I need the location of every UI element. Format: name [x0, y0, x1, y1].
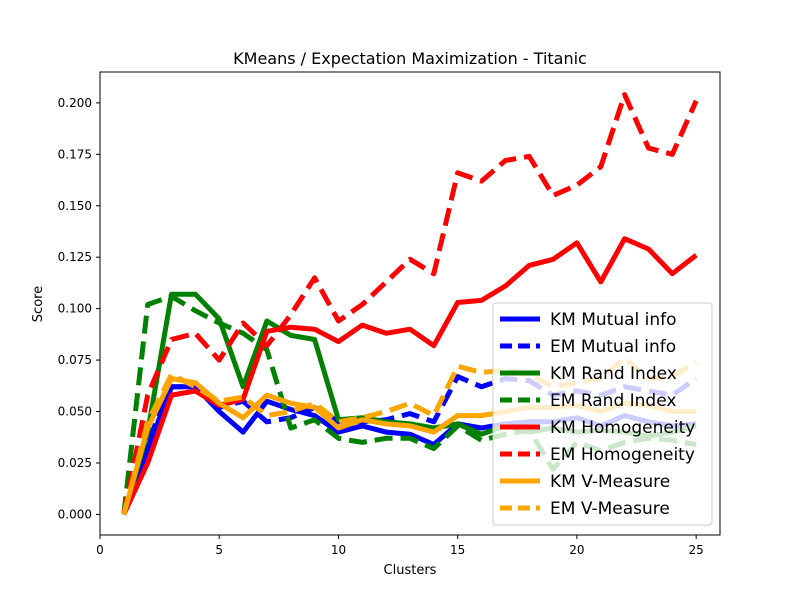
legend-label: EM Mutual info	[550, 337, 676, 357]
series-line-em-homogeneity	[121, 92, 699, 515]
y-tick-label: 0.150	[58, 199, 92, 213]
chart-title: KMeans / Expectation Maximization - Tita…	[233, 49, 587, 68]
y-axis-ticks: 0.000 0.025 0.050 0.075 0.100 0.125 0.150 0.175…	[58, 96, 100, 521]
y-tick-label: 0.025	[58, 456, 92, 470]
legend-box	[492, 302, 713, 526]
x-tick-label: 0	[96, 543, 104, 557]
y-tick-label: 0.125	[58, 250, 92, 264]
legend-label: EM V-Measure	[550, 499, 670, 519]
plot-area-frame	[99, 71, 721, 536]
legend: KM Mutual info EM Mutual info KM Rand Inde…	[492, 302, 713, 526]
legend-label: KM Homogeneity	[550, 418, 695, 438]
x-tick-label: 25	[689, 543, 704, 557]
y-axis-label: Score	[31, 286, 46, 322]
x-tick-label: 20	[569, 543, 584, 557]
legend-label: EM Homogeneity	[550, 445, 695, 465]
y-tick-label: 0.075	[58, 353, 92, 367]
y-tick-label: 0.175	[58, 147, 92, 161]
x-axis-label: Clusters	[384, 563, 437, 578]
x-tick-label: 15	[450, 543, 465, 557]
y-tick-label: 0.050	[58, 405, 92, 419]
x-tick-label: 5	[215, 543, 223, 557]
y-tick-label: 0.200	[58, 96, 92, 110]
legend-label: EM Rand Index	[550, 391, 676, 411]
y-tick-label: 0.000	[58, 507, 92, 521]
legend-label: KM V-Measure	[550, 472, 670, 492]
legend-entries: KM Mutual info EM Mutual info KM Rand Inde…	[500, 310, 695, 519]
legend-label: KM Mutual info	[550, 310, 677, 330]
y-tick-label: 0.100	[58, 302, 92, 316]
x-axis-ticks: 0 5 10 15 20 25	[96, 535, 704, 557]
x-tick-label: 10	[331, 543, 346, 557]
legend-label: KM Rand Index	[550, 364, 677, 384]
